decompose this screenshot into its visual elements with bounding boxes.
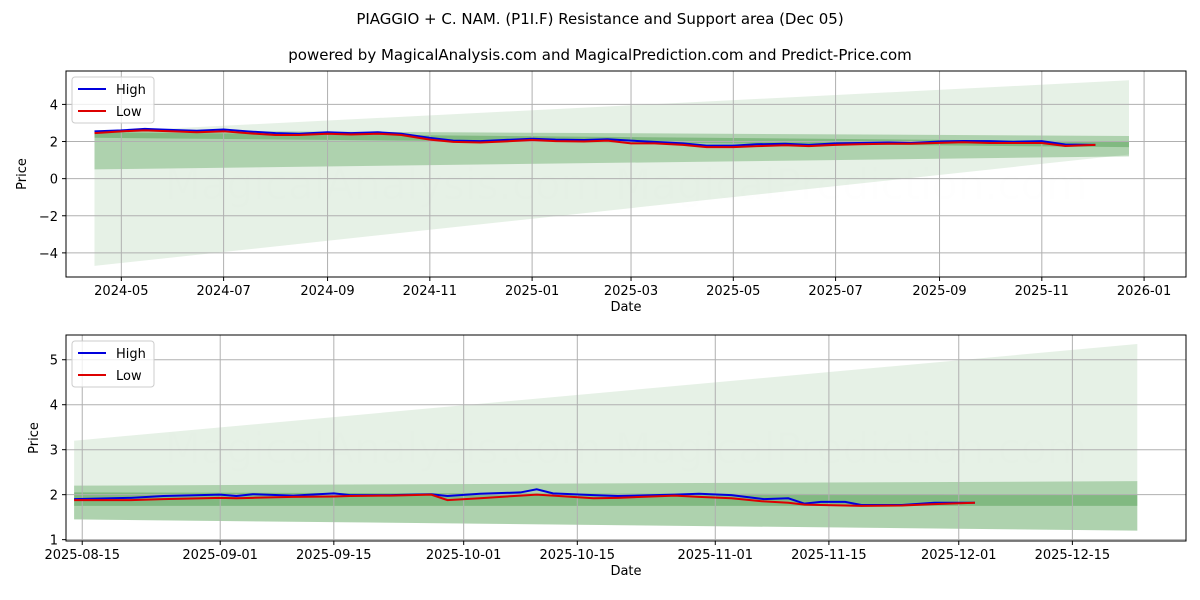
x-tick-label: 2025-05	[706, 284, 760, 299]
x-tick-label: 2025-10-01	[426, 548, 502, 563]
x-tick-label: 2025-09	[912, 284, 966, 299]
legend: High Low	[71, 340, 155, 388]
band-0	[94, 80, 1129, 266]
chart-title: PIAGGIO + C. NAM. (P1I.F) Resistance and…	[356, 10, 844, 28]
legend: High Low	[71, 76, 155, 124]
x-axis-label: Date	[610, 564, 641, 579]
y-tick-label: −2	[39, 210, 58, 225]
x-tick-label: 2025-07	[808, 284, 862, 299]
legend-label-high: High	[116, 83, 146, 98]
x-tick-label: 2025-03	[604, 284, 658, 299]
x-tick-label: 2024-11	[403, 284, 457, 299]
chart-2: 2025-08-15 2025-09-01 2025-09-15 2025-10-01…	[27, 334, 1187, 579]
y-axis-label: Price	[27, 422, 42, 454]
x-axis-label: Date	[610, 300, 641, 315]
y-tick-label: −4	[39, 247, 58, 262]
x-tick-label: 2025-12-15	[1035, 548, 1111, 563]
y-tick-label: 0	[50, 173, 58, 188]
band-1	[74, 481, 1138, 531]
band-0	[74, 343, 1138, 531]
legend-label-low: Low	[116, 369, 142, 384]
y-tick-label: 3	[50, 444, 58, 459]
x-tick-label: 2024-07	[196, 284, 250, 299]
plot-frame	[65, 70, 1187, 278]
watermark: MagicalAnalysis.com MagicalPrediction.co…	[165, 160, 1088, 209]
x-tick-label: 2025-12-01	[921, 548, 997, 563]
band-1	[94, 130, 1129, 170]
x-tick-label: 2025-09-01	[182, 548, 258, 563]
x-tick-label: 2025-01	[505, 284, 559, 299]
series-low-line	[94, 129, 1096, 149]
x-tick-label: 2025-11-01	[677, 548, 753, 563]
x-tick-label: 2025-08-15	[44, 548, 120, 563]
y-tick-label: 5	[50, 354, 58, 369]
y-axis-label: Price	[15, 158, 30, 190]
y-tick-label: 2	[50, 136, 58, 151]
chart-1: 2024-05 2024-07 2024-09 2024-11 2025-01 2025-…	[15, 70, 1187, 315]
series-low-line	[74, 493, 976, 507]
x-tick-label: 2024-05	[94, 284, 148, 299]
watermark: MagicalAnalysis.com MagicalPrediction.co…	[165, 424, 1088, 473]
x-tick-label: 2025-09-15	[296, 548, 372, 563]
plot-frame	[65, 334, 1187, 542]
x-tick-label: 2024-09	[300, 284, 354, 299]
series-high-line	[74, 488, 975, 507]
legend-label-high: High	[116, 347, 146, 362]
chart-subtitle: powered by MagicalAnalysis.com and Magic…	[288, 46, 912, 64]
legend-label-low: Low	[116, 105, 142, 120]
y-tick-label: 1	[50, 534, 58, 549]
y-tick-label: 4	[50, 399, 58, 414]
y-tick-label: 4	[50, 98, 58, 113]
y-tick-label: 2	[50, 489, 58, 504]
x-tick-label: 2025-10-15	[540, 548, 616, 563]
x-tick-label: 2025-11	[1015, 284, 1069, 299]
series-high-line	[94, 127, 1096, 147]
x-tick-label: 2025-11-15	[791, 548, 867, 563]
x-tick-label: 2026-01	[1117, 284, 1171, 299]
